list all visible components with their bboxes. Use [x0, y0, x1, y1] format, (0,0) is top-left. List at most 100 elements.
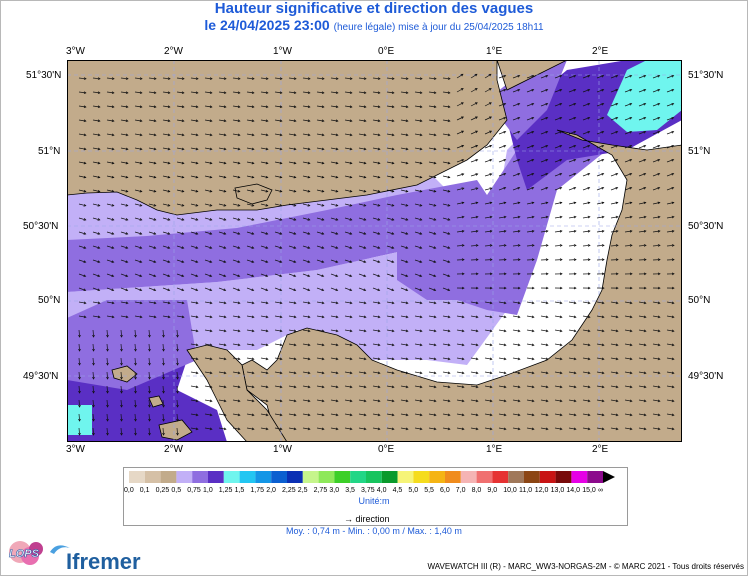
- direction-arrow-head: [587, 74, 591, 78]
- direction-arrow-head: [279, 105, 283, 109]
- direction-arrow: [162, 91, 170, 94]
- direction-arrow: [148, 161, 156, 164]
- direction-arrow: [400, 371, 408, 374]
- direction-arrow: [190, 203, 198, 207]
- direction-arrow: [260, 357, 268, 360]
- direction-arrow-head: [83, 203, 87, 207]
- direction-arrow-head: [545, 371, 549, 375]
- direction-arrow: [372, 357, 380, 360]
- direction-arrow: [218, 245, 226, 249]
- direction-arrow-head: [237, 301, 241, 305]
- direction-arrow-head: [237, 105, 241, 109]
- direction-arrow: [92, 273, 100, 277]
- direction-arrow-head: [601, 144, 605, 148]
- direction-arrow-head: [671, 172, 675, 176]
- direction-arrow-head: [279, 175, 283, 179]
- direction-arrow-head: [97, 133, 101, 137]
- direction-arrow-head: [587, 329, 591, 333]
- direction-arrow: [442, 119, 450, 122]
- direction-arrow: [78, 413, 80, 422]
- direction-arrow: [498, 371, 506, 374]
- direction-arrow: [176, 133, 184, 136]
- direction-arrow: [330, 357, 338, 360]
- direction-arrow-head: [629, 215, 633, 219]
- direction-arrow-head: [125, 301, 129, 305]
- direction-arrow-head: [377, 91, 381, 95]
- direction-arrow-head: [111, 246, 115, 249]
- direction-arrow: [120, 385, 122, 394]
- direction-arrow-head: [139, 288, 143, 292]
- direction-arrow-head: [139, 274, 143, 277]
- direction-arrow: [554, 315, 562, 318]
- direction-arrow-head: [321, 274, 325, 277]
- direction-arrow: [274, 91, 282, 94]
- scale-label: 5,5: [424, 487, 434, 494]
- direction-arrow-head: [629, 88, 633, 92]
- direction-arrow: [442, 301, 450, 304]
- direction-arrow: [512, 357, 520, 360]
- direction-arrow-head: [307, 329, 311, 333]
- direction-arrow: [218, 203, 226, 207]
- direction-arrow-head: [391, 147, 395, 151]
- direction-arrow: [414, 203, 422, 207]
- direction-arrow-head: [615, 158, 619, 162]
- direction-arrow-head: [97, 203, 101, 207]
- direction-arrow: [162, 77, 171, 80]
- direction-arrow: [414, 105, 422, 108]
- direction-arrow-head: [503, 201, 507, 205]
- direction-arrow-head: [209, 315, 213, 319]
- direction-arrow-head: [83, 119, 87, 123]
- direction-arrow-head: [405, 260, 409, 263]
- direction-arrow: [218, 371, 226, 374]
- direction-arrow-head: [615, 229, 619, 233]
- direction-arrow: [596, 173, 604, 177]
- direction-arrow-head: [209, 161, 213, 165]
- direction-arrow: [596, 371, 604, 374]
- direction-arrow-head: [657, 329, 661, 333]
- direction-arrow: [568, 173, 576, 177]
- direction-arrow-head: [643, 427, 647, 431]
- direction-arrow: [302, 385, 310, 388]
- direction-arrow: [456, 145, 464, 149]
- direction-arrow-head: [237, 329, 241, 333]
- direction-arrow-head: [321, 77, 325, 80]
- direction-arrow: [232, 245, 240, 249]
- direction-arrow-head: [293, 203, 297, 207]
- direction-arrow-head: [517, 385, 521, 389]
- direction-arrow: [162, 427, 164, 436]
- direction-arrow: [428, 343, 436, 346]
- direction-arrow-head: [237, 133, 241, 137]
- direction-arrow-head: [391, 427, 395, 431]
- direction-arrow: [330, 413, 338, 416]
- direction-arrow-head: [251, 91, 255, 95]
- direction-arrow: [260, 427, 268, 430]
- direction-arrow-head: [587, 385, 591, 389]
- direction-arrow-head: [489, 385, 493, 389]
- direction-arrow: [400, 427, 408, 430]
- direction-arrow-head: [335, 385, 339, 389]
- direction-arrow: [484, 413, 492, 416]
- direction-arrow-head: [111, 161, 115, 165]
- direction-arrow: [456, 244, 465, 247]
- direction-arrow: [288, 105, 296, 108]
- direction-arrow-head: [573, 244, 577, 247]
- direction-arrow: [512, 385, 520, 388]
- direction-arrow-head: [601, 102, 605, 106]
- direction-arrow-head: [307, 161, 311, 165]
- direction-arrow-head: [461, 187, 465, 190]
- direction-arrow: [596, 187, 604, 191]
- direction-arrow-head: [657, 286, 661, 290]
- direction-arrow: [134, 161, 142, 164]
- direction-arrow: [554, 75, 562, 79]
- direction-arrow: [498, 131, 506, 135]
- direction-arrow: [316, 217, 324, 221]
- scale-swatch: [508, 471, 524, 483]
- direction-arrow-head: [489, 102, 492, 105]
- direction-arrow: [190, 133, 198, 136]
- direction-arrow: [442, 105, 450, 108]
- direction-arrow: [582, 371, 590, 374]
- direction-arrow-head: [461, 258, 465, 262]
- direction-arrow-head: [167, 232, 171, 235]
- direction-arrow: [386, 385, 394, 388]
- direction-arrow-head: [419, 105, 423, 109]
